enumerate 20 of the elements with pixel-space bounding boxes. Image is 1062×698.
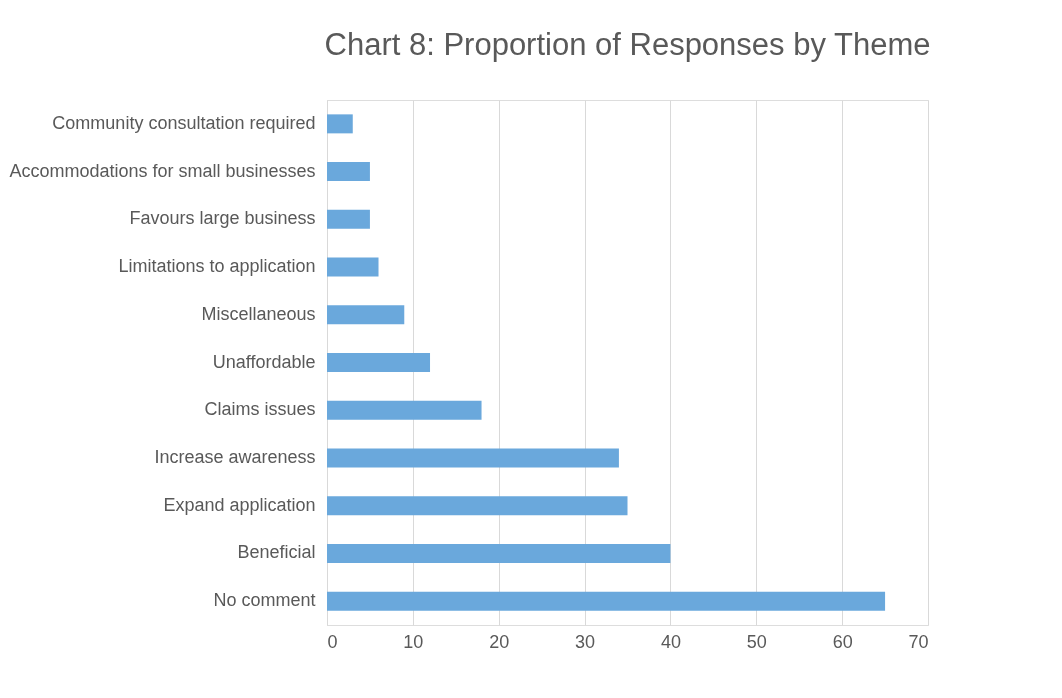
x-tick-label: 20: [489, 631, 510, 652]
y-tick-label: Limitations to application: [118, 256, 316, 277]
y-tick-label: Unaffordable: [212, 351, 316, 372]
x-tick-label: 10: [403, 631, 424, 652]
x-tick-label: 30: [575, 631, 596, 652]
x-tick-label: 40: [660, 631, 681, 652]
x-tick-label: 0: [327, 631, 338, 652]
y-tick-label: Expand application: [163, 494, 316, 515]
y-tick-label: No comment: [213, 590, 316, 611]
x-tick-label: 50: [746, 631, 767, 652]
x-tick-label: 60: [832, 631, 853, 652]
x-tick-label: 70: [908, 631, 929, 652]
y-tick-label: Claims issues: [204, 399, 316, 420]
y-tick-label: Favours large business: [129, 208, 316, 229]
y-tick-label: Beneficial: [237, 542, 316, 563]
y-tick-label: Community consultation required: [52, 112, 316, 133]
chart-title: Chart 8: Proportion of Responses by Theme: [324, 27, 931, 62]
y-tick-label: Accommodations for small businesses: [9, 160, 316, 181]
y-tick-label: Miscellaneous: [201, 303, 316, 324]
y-tick-label: Increase awareness: [154, 446, 316, 467]
